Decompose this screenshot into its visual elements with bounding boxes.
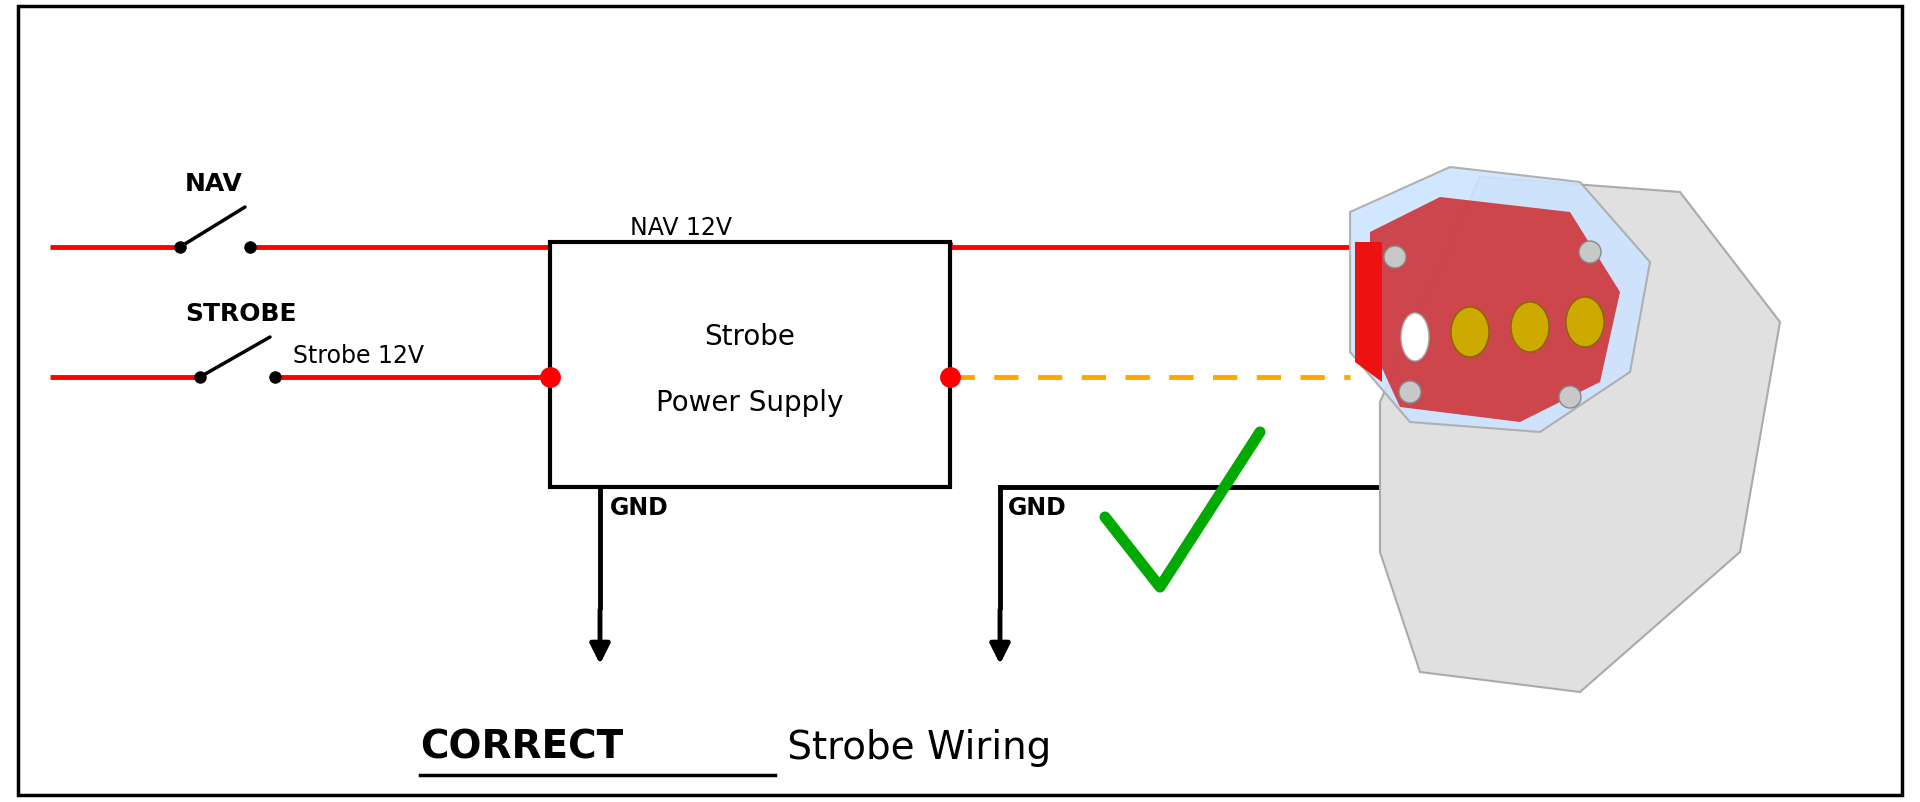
Ellipse shape	[1511, 302, 1549, 353]
Ellipse shape	[1402, 314, 1428, 362]
Text: CORRECT: CORRECT	[420, 728, 624, 766]
Polygon shape	[1350, 168, 1649, 432]
Ellipse shape	[1567, 298, 1603, 347]
Text: GND: GND	[1008, 496, 1068, 520]
Text: GND: GND	[611, 496, 668, 520]
Text: Strobe: Strobe	[705, 323, 795, 351]
Text: STROBE: STROBE	[184, 302, 296, 326]
Polygon shape	[1356, 243, 1382, 383]
Circle shape	[1384, 247, 1405, 269]
Polygon shape	[1380, 178, 1780, 692]
Text: Power Supply: Power Supply	[657, 389, 843, 417]
Circle shape	[1578, 241, 1601, 264]
Bar	[549, 243, 950, 488]
Ellipse shape	[1452, 308, 1490, 358]
Circle shape	[1559, 387, 1580, 408]
Text: NAV 12V: NAV 12V	[630, 216, 732, 240]
Polygon shape	[1371, 198, 1620, 423]
Text: NAV: NAV	[184, 172, 242, 196]
Text: Strobe Wiring: Strobe Wiring	[776, 728, 1052, 766]
Text: Strobe 12V: Strobe 12V	[294, 343, 424, 367]
Circle shape	[1400, 382, 1421, 403]
